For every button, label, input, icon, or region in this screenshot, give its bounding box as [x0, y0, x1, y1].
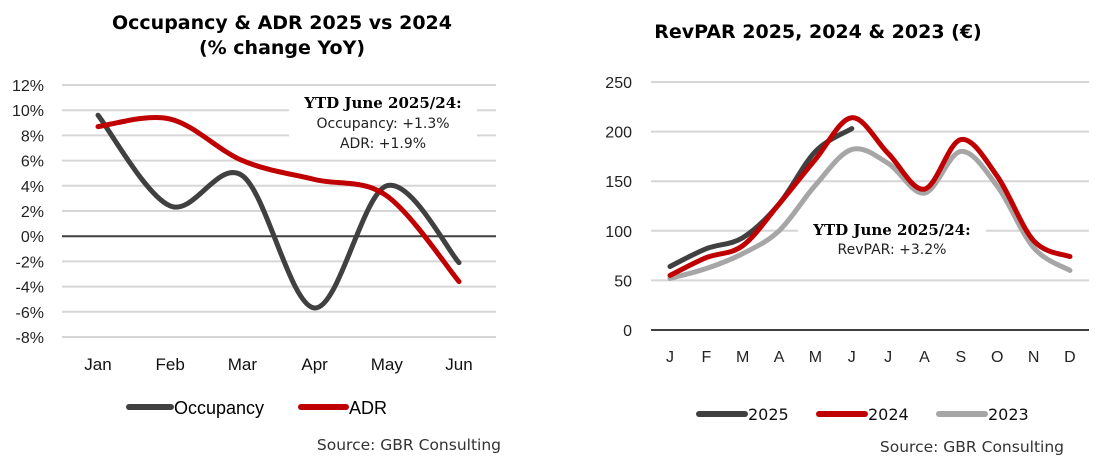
x-tick-label: O [991, 349, 1003, 366]
legend: 2025 2024 2023 [696, 405, 1029, 424]
x-tick-label: A [774, 349, 785, 366]
legend-label-2023: 2023 [988, 405, 1029, 424]
source-note: Source: GBR Consulting [317, 436, 501, 454]
y-tick-label: 200 [605, 125, 632, 142]
x-tick-label: N [1028, 349, 1040, 366]
y-tick-label: 10% [12, 103, 44, 120]
y-tick-label: 12% [12, 78, 44, 95]
x-tick-label: Jun [445, 355, 472, 374]
annotation-adr: ADR: +1.9% [340, 136, 426, 152]
chart-title: Occupancy & ADR 2025 vs 2024 [112, 12, 452, 34]
x-tick-label: D [1064, 349, 1076, 366]
x-tick-label: J [884, 349, 892, 366]
series-line-occupancy [95, 112, 462, 311]
legend-label-occupancy: Occupancy [174, 398, 264, 418]
y-tick-label: 50 [614, 273, 632, 290]
y-tick-label: 8% [21, 128, 44, 145]
revpar-chart: RevPAR 2025, 2024 & 2023 (€) 250 200 150 10… [605, 21, 1089, 456]
chart-subtitle: (% change YoY) [199, 37, 365, 59]
x-tick-label: Jan [84, 355, 111, 374]
y-tick-label: 150 [605, 174, 632, 191]
occupancy-adr-chart: Occupancy & ADR 2025 vs 2024 (% change Y… [12, 12, 501, 454]
y-axis-ticks: 12% 10% 8% 6% 4% 2% 0% -2% -4% -6% -8% [12, 78, 44, 347]
y-tick-label: 0% [21, 229, 44, 246]
x-tick-label: Feb [156, 355, 185, 374]
x-tick-label: F [701, 349, 711, 366]
x-tick-label: J [848, 349, 856, 366]
y-gridlines [62, 84, 496, 338]
x-tick-label: J [666, 349, 674, 366]
x-tick-label: M [809, 349, 822, 366]
y-tick-label: 2% [21, 204, 44, 221]
ytd-annotation: YTD June 2025/24: Occupancy: +1.3% ADR: … [289, 92, 477, 154]
chart-title: RevPAR 2025, 2024 & 2023 (€) [654, 21, 982, 43]
y-axis-ticks: 250 200 150 100 50 0 [605, 75, 632, 340]
x-tick-label: Apr [301, 355, 328, 374]
ytd-annotation: YTD June 2025/24: RevPAR: +3.2% [798, 219, 986, 259]
annotation-background [289, 92, 477, 154]
y-gridlines [651, 81, 1089, 331]
legend-label-2025: 2025 [748, 405, 789, 424]
annotation-revpar: RevPAR: +3.2% [838, 242, 947, 258]
y-tick-label: -6% [16, 305, 44, 322]
annotation-occupancy: Occupancy: +1.3% [316, 116, 449, 132]
x-tick-label: S [956, 349, 967, 366]
y-tick-label: -4% [16, 280, 44, 297]
legend: Occupancy ADR [126, 398, 387, 418]
y-tick-label: -8% [16, 330, 44, 347]
series-lines [667, 115, 1073, 281]
series-line-adr [95, 115, 462, 285]
x-tick-label: May [371, 355, 404, 374]
series-line-2023 [667, 146, 1073, 281]
x-tick-label: M [736, 349, 749, 366]
y-tick-label: 6% [21, 154, 44, 171]
annotation-background [798, 219, 986, 259]
series-line-2024 [667, 115, 1073, 278]
y-tick-label: 250 [605, 75, 632, 92]
y-tick-label: 100 [605, 224, 632, 241]
y-tick-label: 0 [623, 323, 632, 340]
x-tick-label: Mar [228, 355, 258, 374]
x-axis-ticks: Jan Feb Mar Apr May Jun [84, 355, 472, 374]
y-tick-label: -2% [16, 254, 44, 271]
series-lines [95, 112, 462, 311]
legend-label-2024: 2024 [868, 405, 909, 424]
y-tick-label: 4% [21, 179, 44, 196]
source-note: Source: GBR Consulting [880, 438, 1064, 456]
annotation-heading: YTD June 2025/24: [303, 94, 461, 112]
annotation-heading: YTD June 2025/24: [812, 221, 970, 239]
legend-label-adr: ADR [349, 398, 387, 418]
x-tick-label: A [919, 349, 930, 366]
